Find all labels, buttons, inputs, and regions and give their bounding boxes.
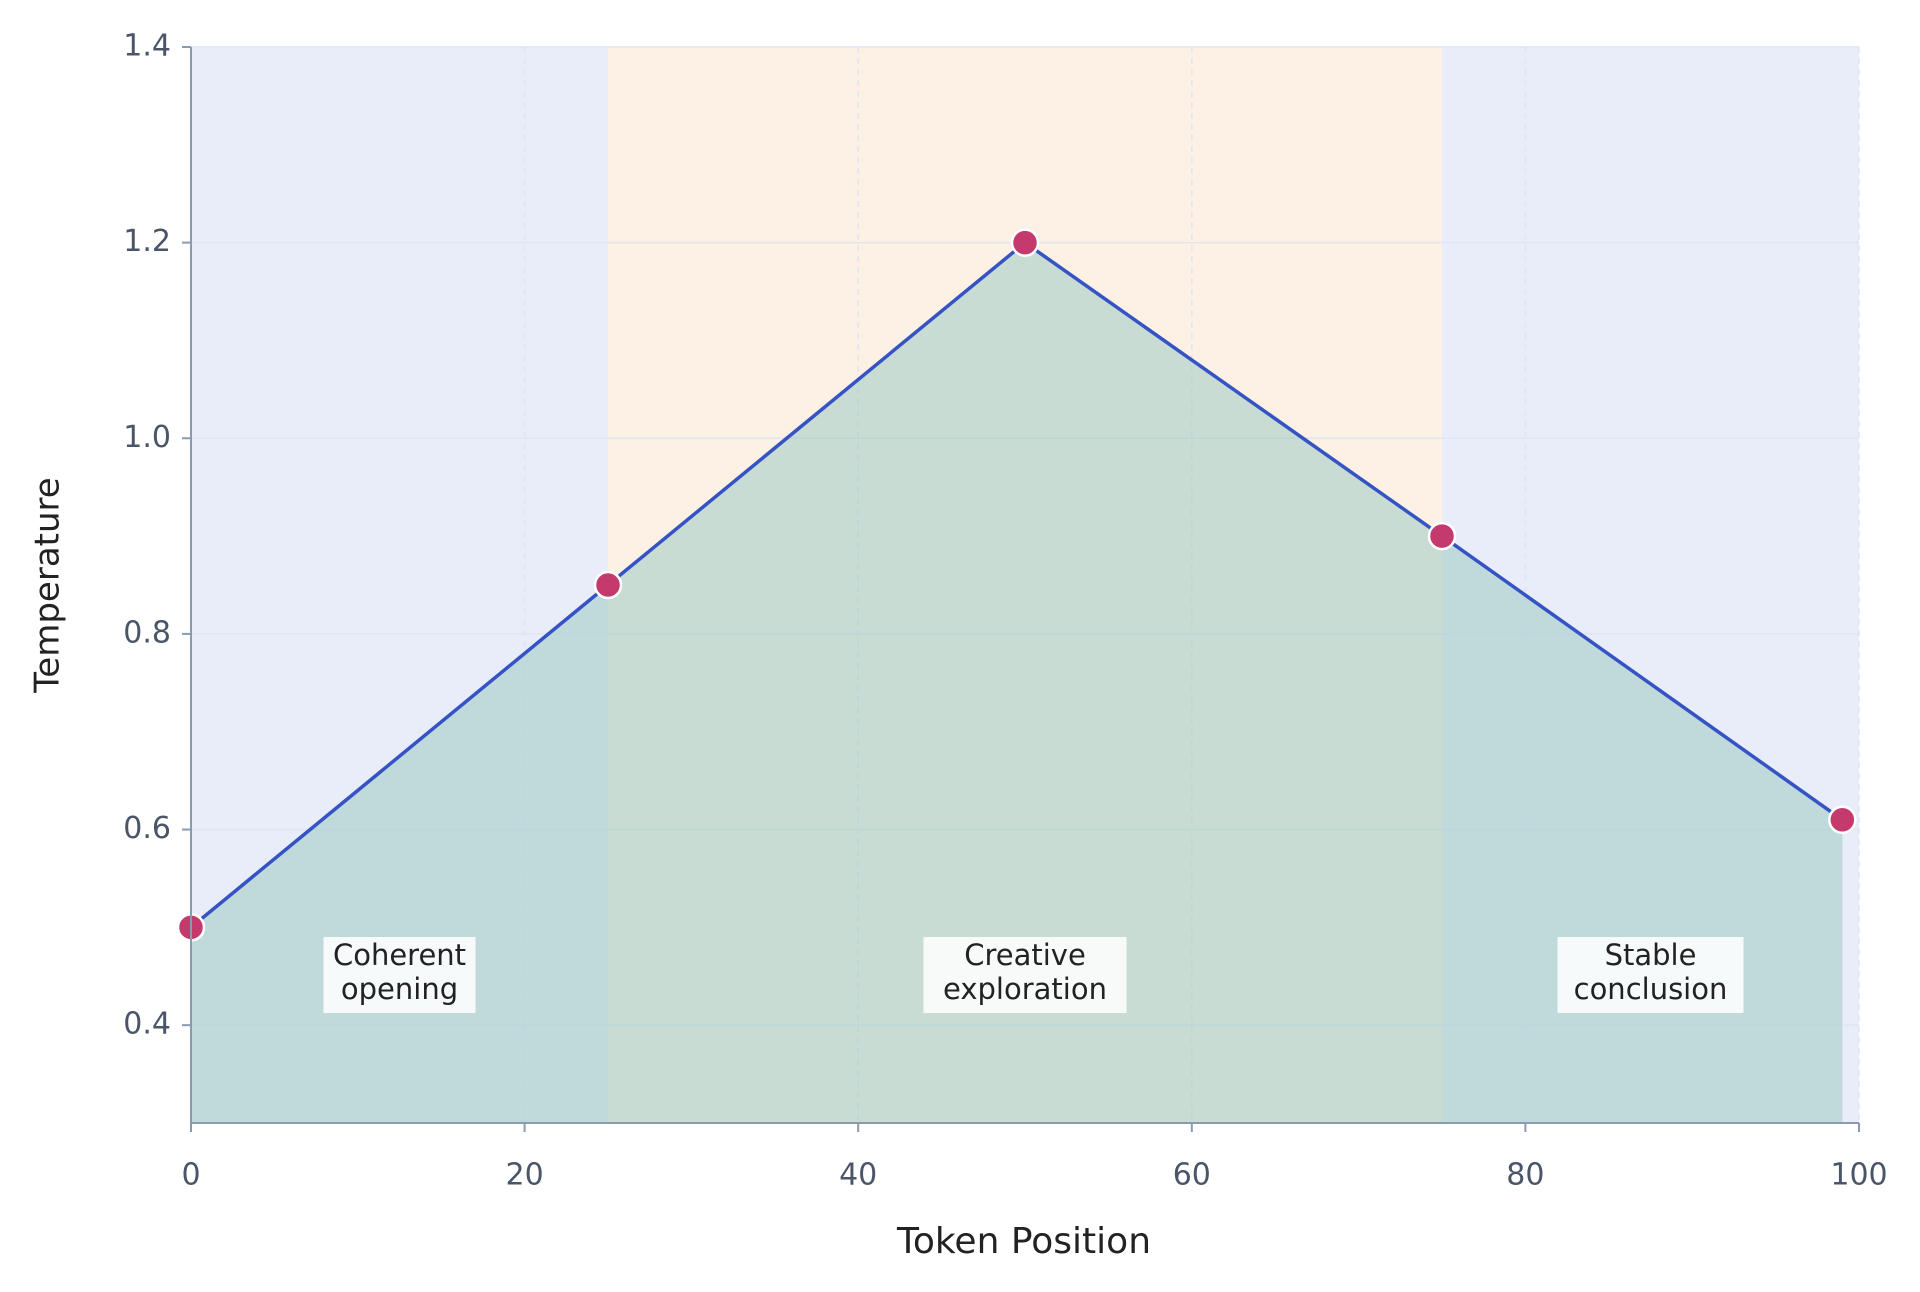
y-tick-label: 0.6: [123, 811, 171, 846]
annotation-box: [1557, 937, 1744, 1013]
area: [191, 242, 1843, 1124]
point: [1828, 805, 1857, 835]
annotation-box: [923, 937, 1127, 1013]
x-tick-label: 60: [1173, 1158, 1211, 1193]
x-tick-label: 40: [839, 1158, 877, 1193]
annotation-box: [323, 937, 476, 1013]
x-tick-label: 80: [1506, 1158, 1544, 1193]
point: [1010, 228, 1040, 257]
annotation-text: exploration: [943, 972, 1107, 1006]
point: [593, 570, 623, 600]
x-tick-label: 100: [1830, 1158, 1887, 1193]
y-axis-title: Temperature: [28, 477, 68, 693]
y-tick-label: 0.4: [123, 1007, 171, 1042]
y-tick-label: 0.8: [123, 615, 171, 650]
y-tick-label: 1.4: [123, 29, 171, 64]
y-tick-label: 1.2: [123, 224, 171, 259]
annotation-text: Stable: [1605, 938, 1697, 972]
y-tick-label: 1.0: [123, 420, 171, 455]
annotation-text: Coherent: [333, 938, 466, 972]
x-tick-label: 0: [181, 1158, 200, 1193]
annotation-text: opening: [341, 972, 458, 1006]
point: [1427, 521, 1457, 551]
x-tick-label: 20: [506, 1158, 544, 1193]
annotation-text: Creative: [964, 938, 1086, 972]
x-axis-title: Token Position: [896, 1221, 1151, 1262]
annotation-text: conclusion: [1574, 972, 1728, 1006]
